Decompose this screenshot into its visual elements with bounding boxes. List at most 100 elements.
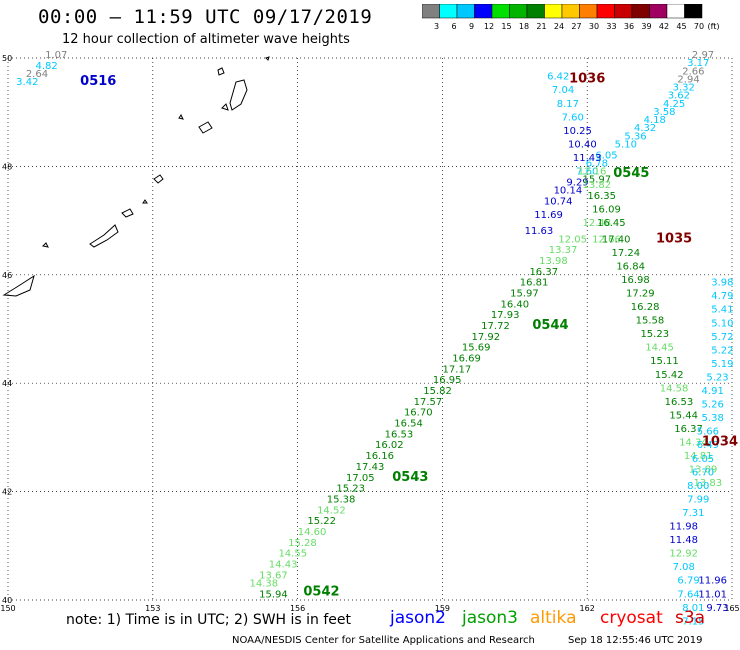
wave-height-value: 17.92	[472, 332, 501, 343]
wave-height-value: 8.17	[557, 99, 579, 110]
wave-height-value: 6.79	[677, 576, 699, 587]
wave-height-value: 16.69	[452, 354, 481, 365]
wave-height-value: 5.41	[711, 305, 733, 316]
map-grid	[7, 57, 733, 601]
y-tick-label: 50	[2, 54, 12, 63]
scale-label: 18	[519, 22, 529, 30]
wave-height-value: 5.38	[702, 413, 724, 424]
wave-height-value: 3.98	[711, 278, 733, 289]
wave-height-value: 5.26	[702, 400, 724, 411]
wave-height-value: 16.40	[500, 299, 529, 310]
wave-height-value: 16.45	[597, 218, 626, 229]
scale-swatch	[614, 4, 633, 19]
wave-height-value: 16.37	[529, 267, 558, 278]
wave-height-value: 2.94	[677, 74, 699, 85]
wave-height-value: 4.18	[644, 115, 666, 126]
legend-jason2: jason2	[390, 608, 446, 628]
wave-height-value: 6.78	[586, 158, 608, 169]
wave-height-value: 1.07	[45, 50, 67, 61]
scale-label: 3	[434, 22, 439, 30]
scale-label: 12	[484, 22, 494, 30]
chart-title: 00:00 – 11:59 UTC 09/17/2019	[38, 6, 373, 28]
scale-swatch	[561, 4, 580, 19]
pass-time-label: 0545	[613, 166, 649, 181]
wave-height-value: 17.72	[481, 321, 510, 332]
x-tick-label: 159	[435, 604, 450, 613]
x-tick-label: 156	[290, 604, 305, 613]
scale-swatch	[544, 4, 563, 19]
scale-swatch	[596, 4, 615, 19]
scale-label: 9	[469, 22, 474, 30]
pass-time-label: 0516	[80, 74, 116, 89]
wave-height-value: 4.25	[663, 99, 685, 110]
wave-height-value: 11.69	[534, 210, 563, 221]
wave-height-value: 6.05	[692, 454, 714, 465]
y-tick-label: 42	[2, 488, 12, 497]
wave-height-value: 6.42	[547, 72, 569, 83]
wave-height-value: 11.48	[669, 535, 698, 546]
wave-height-value: 10.40	[568, 139, 597, 150]
wave-height-value: 5.10	[615, 139, 637, 150]
wave-height-value: 8.01	[682, 603, 704, 614]
wave-height-value: 14.81	[684, 451, 713, 462]
pass-time-label: 0543	[392, 470, 428, 485]
wave-height-value: 7.15	[682, 616, 704, 627]
scale-swatch	[509, 4, 528, 19]
scale-label: 30	[589, 22, 599, 30]
wave-height-value: 12.16	[578, 167, 607, 178]
wave-height-value: 7.99	[687, 494, 709, 505]
pass-time-label: 1035	[656, 231, 692, 246]
wave-height-value: 10.14	[554, 186, 583, 197]
pass-time-label: 1036	[569, 71, 605, 86]
wave-height-value: 2.64	[26, 69, 48, 80]
kuril-island-8	[142, 199, 148, 204]
generated-timestamp: Sep 18 12:55:46 UTC 2019	[568, 635, 703, 646]
wave-height-value: 15.69	[462, 343, 491, 354]
wave-height-value: 5.36	[624, 131, 646, 142]
wave-height-value: 13.37	[549, 245, 578, 256]
wave-height-value: 12.48	[583, 218, 612, 229]
pass-time-label: 0544	[532, 318, 568, 333]
pass-time-label: 1034	[702, 435, 738, 450]
wave-height-value: 3.32	[673, 83, 695, 94]
wave-height-value: 10.74	[544, 196, 573, 207]
legend-altika: altika	[530, 608, 577, 628]
wave-height-value: 8.00	[687, 481, 709, 492]
wave-height-value: 14.45	[645, 343, 674, 354]
wave-height-value: 14.38	[249, 578, 278, 589]
x-tick-label: 162	[580, 604, 595, 613]
pass-time-labels: 0516 0542 0543 0544 0545 1035 1036 1034	[80, 71, 738, 599]
wave-height-value: 13.89	[689, 465, 718, 476]
wave-height-value: 10.25	[563, 126, 592, 137]
kuril-island-2	[89, 224, 119, 248]
wave-height-value: 15.28	[288, 538, 317, 549]
legend-cryosat: cryosat	[600, 608, 663, 628]
footer-note: note: 1) Time is in UTC; 2) SWH is in fe…	[66, 612, 352, 628]
wave-height-value: 13.82	[583, 180, 612, 191]
kuril-island-11	[221, 103, 229, 111]
kuril-island-4	[153, 174, 164, 184]
scale-swatch	[649, 4, 668, 19]
wave-height-value: 15.23	[336, 484, 365, 495]
wave-height-value: 16.16	[365, 451, 394, 462]
wave-height-value: 17.40	[602, 234, 631, 245]
wave-height-value: 16.81	[520, 278, 549, 289]
chart-subtitle: 12 hour collection of altimeter wave hei…	[62, 32, 350, 47]
scale-swatch	[631, 4, 650, 19]
wave-height-value: 7.60	[562, 112, 584, 123]
scale-swatch	[439, 4, 458, 19]
wave-height-value: 5.19	[711, 359, 733, 370]
kuril-island-5	[198, 121, 213, 134]
scale-label: 42	[659, 22, 669, 30]
kuril-island-12	[265, 56, 270, 61]
credit-text: NOAA/NESDIS Center for Satellite Applica…	[232, 635, 535, 646]
wave-height-value: 15.44	[669, 410, 698, 421]
wave-height-value: 15.38	[327, 494, 356, 505]
wave-height-value: 9.73	[706, 603, 728, 614]
wave-height-value: 15.11	[650, 356, 679, 367]
wave-height-value: 6.05	[595, 150, 617, 161]
wave-height-value: 16.35	[587, 191, 616, 202]
wave-height-value: 14.55	[278, 549, 307, 560]
color-scale-legend: 3 6 9 12 15 18 21 24 27 30 33 36 39 42 45 70 (ft)	[422, 4, 720, 30]
scale-label: 33	[606, 22, 616, 30]
